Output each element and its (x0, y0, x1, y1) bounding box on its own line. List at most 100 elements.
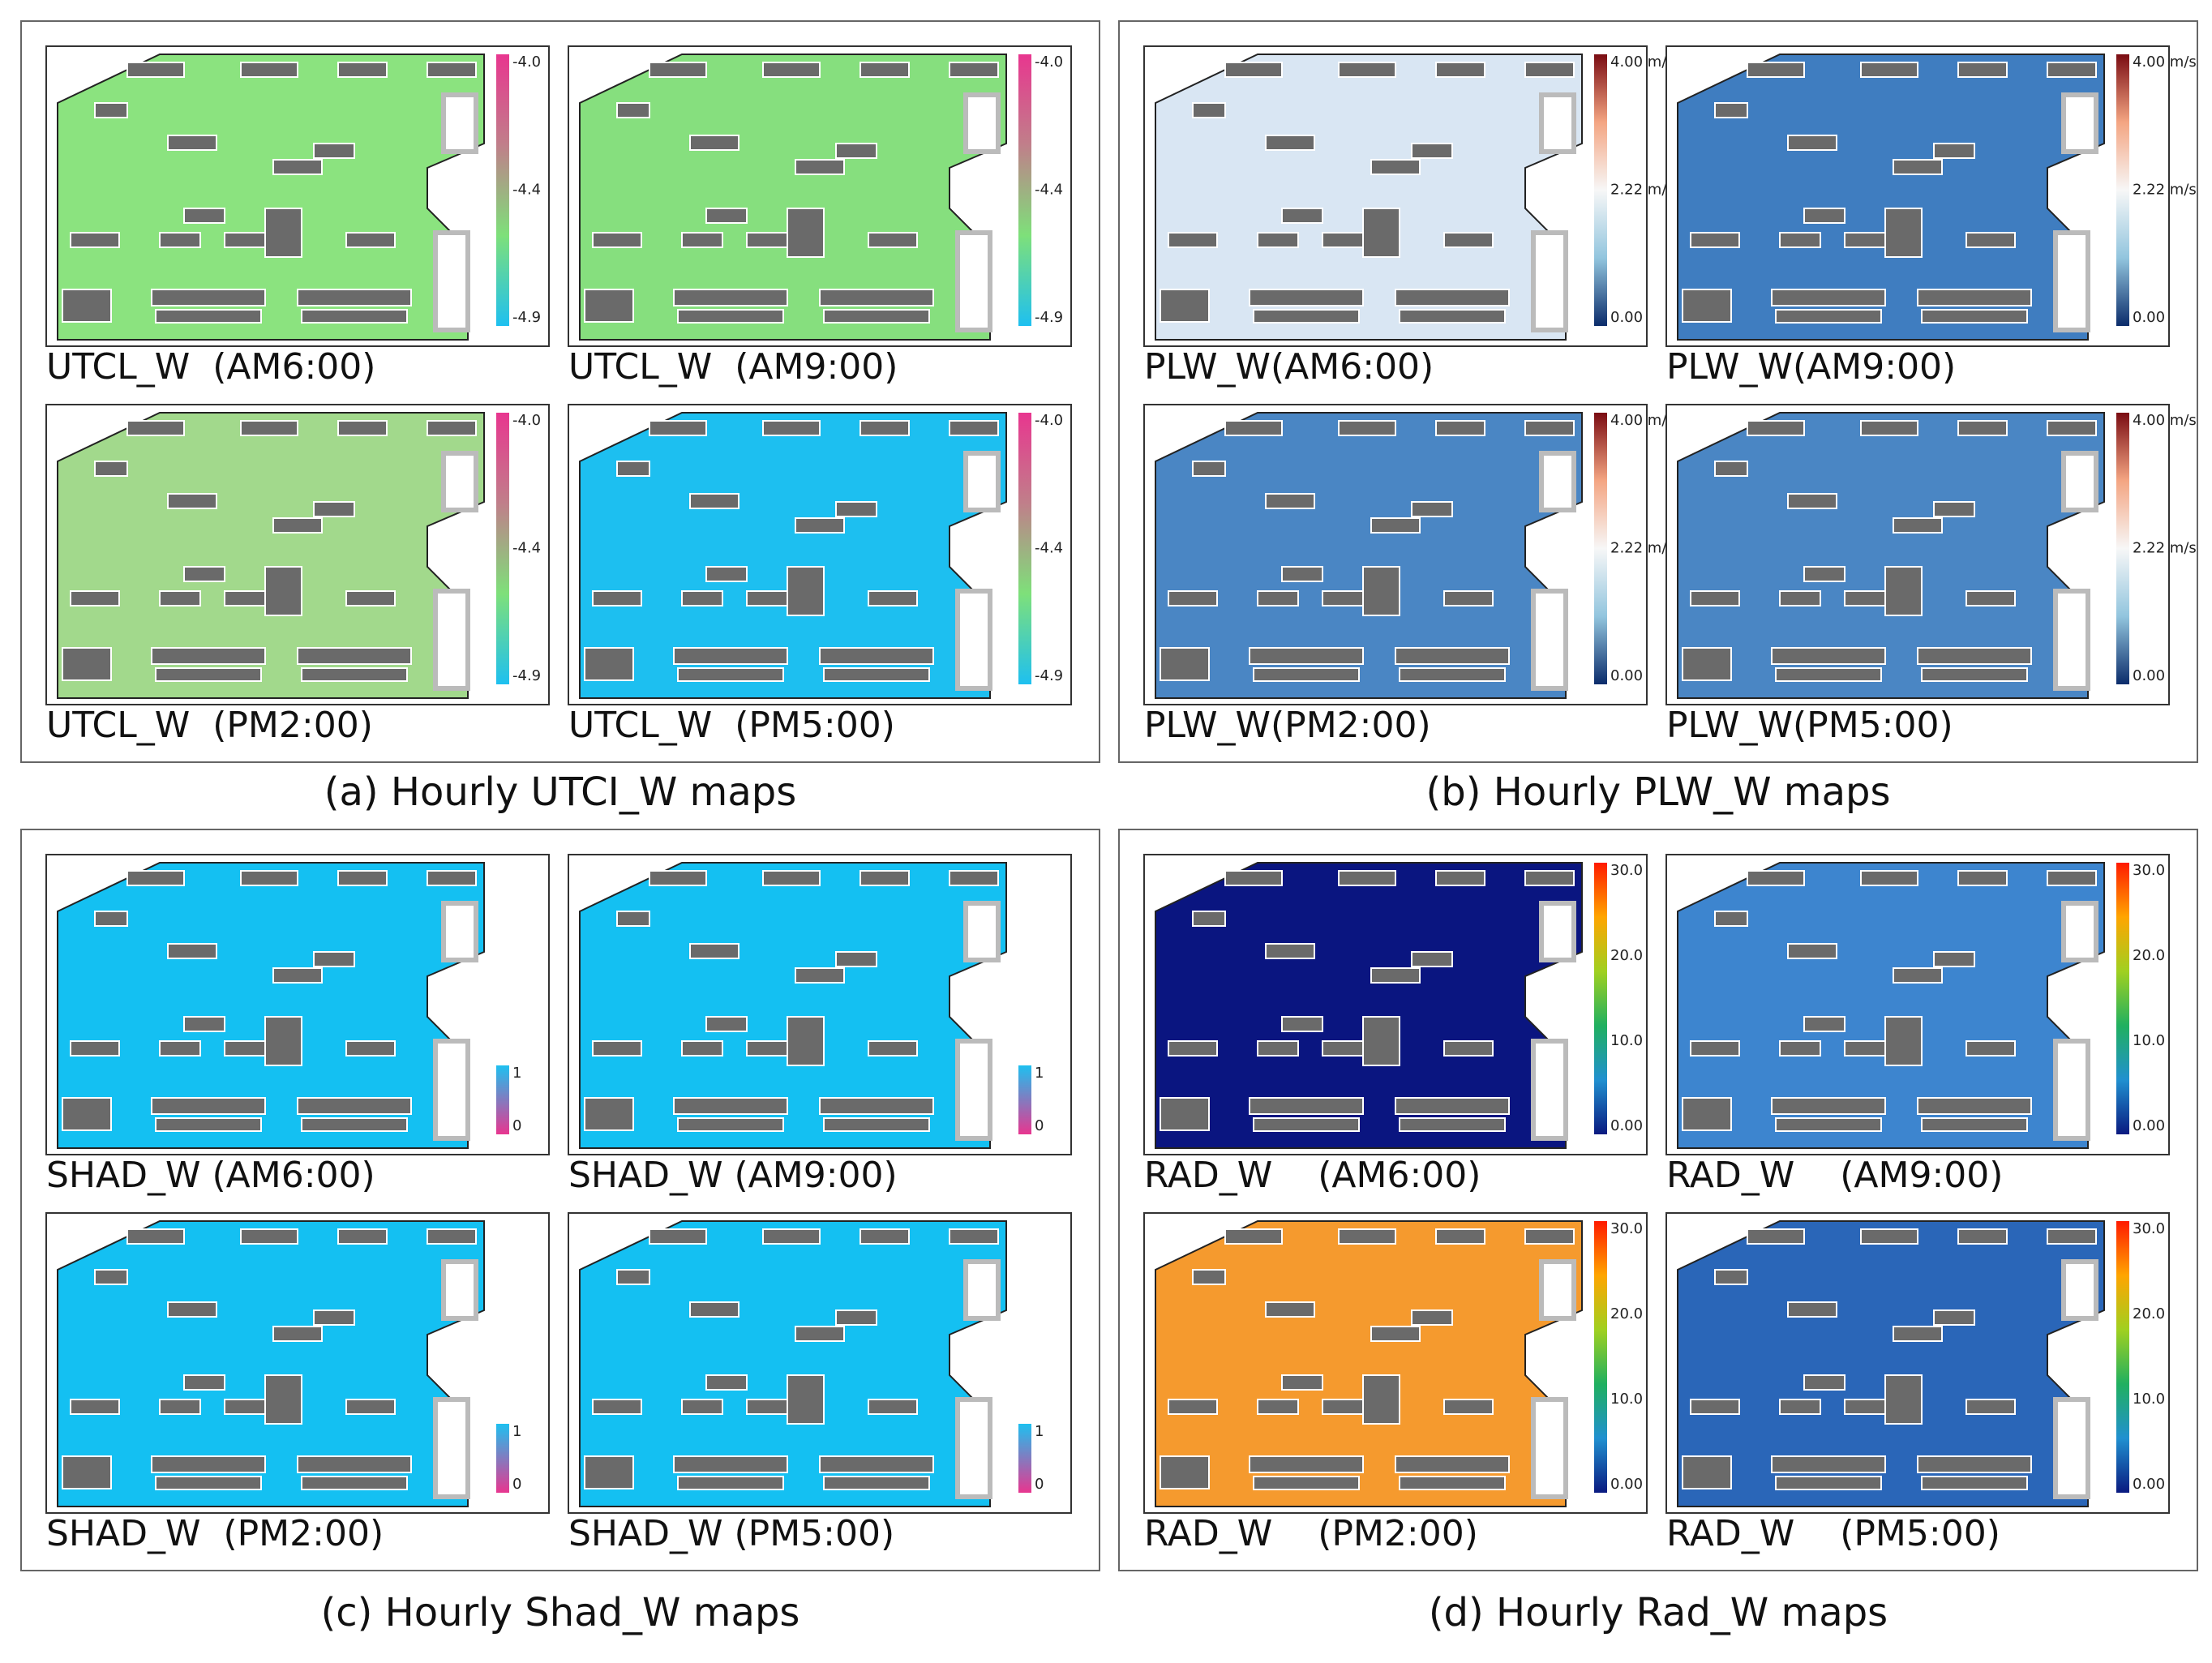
building (70, 1040, 120, 1057)
building (240, 420, 298, 436)
legend-bar (1018, 1424, 1031, 1493)
panel: 1 0 SHAD_W (AM6:00) 1 0 SHAD_W (AM9:00) 1 0 SHAD… (20, 829, 1100, 1571)
building (1966, 590, 2016, 606)
building-outline (955, 1039, 992, 1141)
building (94, 1269, 128, 1285)
building (1435, 870, 1485, 886)
legend-label: -4.9 (512, 309, 541, 326)
legend-bar (496, 1065, 509, 1134)
building (1884, 1374, 1923, 1425)
map: 1 0 SHAD_W (PM2:00) (45, 1212, 550, 1554)
building (1690, 232, 1740, 248)
legend-bar (1594, 863, 1607, 1134)
building (1690, 1399, 1740, 1415)
building (705, 1374, 748, 1391)
building (1966, 1399, 2016, 1415)
map-label: UTCL_W (PM2:00) (46, 705, 373, 746)
building (224, 1040, 266, 1057)
building (264, 1374, 302, 1425)
building (70, 1399, 120, 1415)
building (1395, 647, 1510, 665)
building (1160, 289, 1210, 323)
building-outline (2053, 1039, 2090, 1141)
building (1917, 1097, 2032, 1115)
building (705, 1016, 748, 1032)
building (240, 1228, 298, 1245)
building (681, 232, 723, 248)
panel-frame (1118, 20, 2198, 763)
building (1921, 1476, 2028, 1490)
building (183, 566, 225, 582)
building (126, 870, 185, 886)
building-outline (1539, 92, 1576, 154)
building-outline (1531, 589, 1568, 691)
panel-caption: (a) Hourly UTCI_W maps (324, 769, 796, 815)
building (1917, 647, 2032, 665)
building (823, 1476, 930, 1490)
building-outline (2061, 1259, 2098, 1321)
building (62, 1097, 112, 1131)
site-area (1677, 54, 2105, 341)
building (1399, 309, 1506, 324)
legend-label: 2.22 m/s (2133, 540, 2197, 557)
site-area (579, 862, 1007, 1149)
building (1322, 232, 1364, 248)
legend-label: 10.0 (2133, 1032, 2165, 1049)
building (151, 647, 266, 665)
map: -4.0 -4.4 -4.9 UTCL_W (PM5:00) (568, 404, 1072, 746)
legend-label: -4.4 (1035, 540, 1063, 557)
legend-label: 0 (512, 1476, 521, 1493)
building (1933, 1309, 1975, 1326)
building (297, 647, 412, 665)
building (224, 590, 266, 606)
building (1443, 1040, 1494, 1057)
map-label: PLW_W(PM5:00) (1666, 705, 1953, 746)
building (795, 517, 845, 534)
legend-label: 20.0 (2133, 947, 2165, 964)
building (762, 1228, 821, 1245)
building (1747, 870, 1805, 886)
building (1399, 1476, 1506, 1490)
building (1787, 943, 1837, 959)
building (313, 501, 355, 517)
building (1860, 62, 1918, 78)
building (1921, 309, 2028, 324)
building (155, 667, 262, 682)
building (224, 1399, 266, 1415)
building (94, 102, 128, 118)
building (616, 1269, 650, 1285)
building (1395, 289, 1510, 306)
building (584, 647, 634, 681)
building (1362, 566, 1400, 616)
building (1921, 667, 2028, 682)
building (126, 420, 185, 436)
map-label: PLW_W(PM2:00) (1144, 705, 1431, 746)
legend-bar (2116, 863, 2129, 1134)
building (689, 135, 739, 151)
legend-label: 0 (1035, 1476, 1044, 1493)
building (126, 62, 185, 78)
legend-bar (496, 413, 509, 684)
building-outline (441, 1259, 478, 1321)
building (860, 870, 910, 886)
building (592, 590, 642, 606)
building (1249, 647, 1364, 665)
building (1803, 566, 1845, 582)
building (272, 1326, 323, 1342)
legend-label: 0.00 (2133, 1117, 2165, 1134)
building (673, 1455, 788, 1473)
building (1370, 967, 1421, 984)
building (167, 943, 217, 959)
building (1771, 289, 1886, 306)
building (1524, 1228, 1575, 1245)
panel: -4.0 -4.4 -4.9 UTCL_W (AM6:00) -4.0 -4.4 -4.9 U… (20, 20, 1100, 763)
legend-label: -4.4 (1035, 182, 1063, 199)
building (1322, 590, 1364, 606)
map-label: SHAD_W (PM2:00) (46, 1513, 384, 1554)
building (1253, 1117, 1360, 1132)
building (1443, 1399, 1494, 1415)
building (1281, 566, 1323, 582)
building (167, 1301, 217, 1318)
building (584, 1097, 634, 1131)
site-area (1155, 862, 1583, 1149)
